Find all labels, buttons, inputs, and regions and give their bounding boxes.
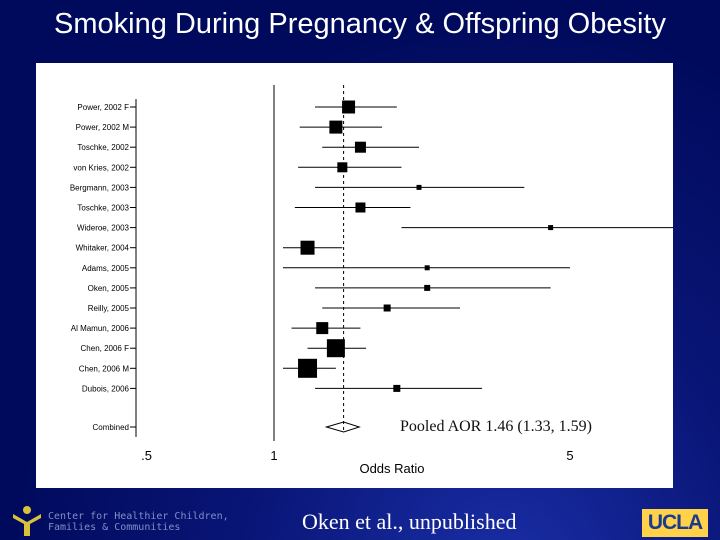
- study-estimate-box: [393, 384, 401, 392]
- study-estimate-box: [548, 225, 554, 231]
- study-label: Toschke, 2002: [77, 143, 129, 152]
- study-label: Bergmann, 2003: [70, 183, 130, 192]
- study-label: Whitaker, 2004: [76, 244, 130, 253]
- study-label: Chen, 2006 M: [79, 364, 130, 373]
- study-label: Power, 2002 F: [77, 103, 129, 112]
- ucla-logo-text: UCLA: [647, 511, 703, 534]
- footer-org-line1: Center for Healthier Children,: [48, 511, 229, 522]
- x-tick-label: 1: [270, 448, 277, 463]
- footer-organization: Center for Healthier Children, Families …: [48, 511, 229, 533]
- study-label: Power, 2002 M: [76, 123, 130, 132]
- study-estimate-box: [298, 358, 318, 378]
- study-label: Oken, 2005: [88, 284, 130, 293]
- footer-org-line2: Families & Communities: [48, 522, 181, 533]
- study-label: Adams, 2005: [82, 264, 130, 273]
- study-estimate-box: [329, 120, 343, 134]
- x-tick-label: 5: [566, 448, 573, 463]
- study-estimate-box: [416, 184, 422, 190]
- study-estimate-box: [424, 265, 430, 271]
- study-label: Reilly, 2005: [88, 304, 130, 313]
- study-estimate-box: [300, 240, 315, 255]
- combined-diamond: [324, 421, 361, 433]
- x-axis-label: Odds Ratio: [359, 461, 424, 476]
- citation: Oken et al., unpublished: [302, 509, 517, 534]
- study-estimate-box: [316, 322, 329, 335]
- study-label: Wideroe, 2003: [77, 224, 130, 233]
- forest-plot: Power, 2002 F Power, 2002 M Toschke, 2002 v…: [70, 85, 673, 476]
- study-estimate-box: [424, 284, 431, 291]
- study-estimate-box: [326, 339, 345, 358]
- figure-logo-icon: [13, 506, 41, 536]
- study-estimate-box: [342, 100, 356, 114]
- combined-label: Combined: [93, 423, 129, 432]
- study-label: Dubois, 2006: [82, 384, 130, 393]
- forest-plot-panel: Power, 2002 F Power, 2002 M Toschke, 2002 v…: [36, 63, 673, 488]
- x-tick-label: .5: [141, 448, 152, 463]
- study-estimate-box: [383, 304, 391, 312]
- study-label: Al Mamun, 2006: [71, 324, 130, 333]
- study-label: Chen, 2006 F: [81, 344, 130, 353]
- study-label: Toschke, 2003: [77, 204, 129, 213]
- study-estimate-box: [355, 202, 366, 213]
- study-label: von Kries, 2002: [73, 163, 129, 172]
- pooled-estimate-label: Pooled AOR 1.46 (1.33, 1.59): [400, 418, 592, 435]
- study-estimate-box: [337, 162, 348, 173]
- ucla-logo: UCLA: [642, 509, 708, 537]
- study-estimate-box: [354, 141, 366, 153]
- slide-title: Smoking During Pregnancy & Offspring Obe…: [54, 8, 666, 40]
